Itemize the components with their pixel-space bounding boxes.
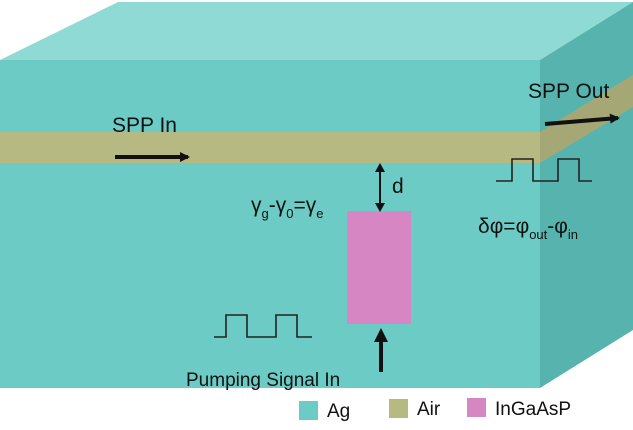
distance-double-arrow-icon <box>375 163 385 212</box>
ag-right-face <box>540 2 633 388</box>
distance-label: d <box>392 175 404 198</box>
spp-out-arrow-icon <box>544 113 620 126</box>
legend-swatch-ag <box>299 401 318 420</box>
spp-out-pulse-icon <box>496 158 592 182</box>
air-channel-front <box>0 132 540 163</box>
legend-label-air: Air <box>417 399 441 420</box>
ingaasp-block <box>347 211 411 324</box>
pump-pulse-icon <box>214 314 312 338</box>
spp-out-label: SPP Out <box>528 80 609 103</box>
spp-in-label: SPP In <box>112 114 177 137</box>
phase-equation: δφ=φout-φin <box>478 215 578 242</box>
legend: Ag Air InGaAsP <box>299 398 571 422</box>
air-channel <box>0 75 633 163</box>
legend-swatch-ingaasp <box>467 398 486 417</box>
pumping-signal-label: Pumping Signal In <box>186 370 340 391</box>
ag-top-face <box>0 2 633 60</box>
legend-label-ag: Ag <box>327 401 350 422</box>
pump-up-arrow-icon <box>374 328 388 372</box>
ag-front-face <box>0 60 540 388</box>
gain-equation: γg-γ0=γe <box>251 194 323 221</box>
ag-block <box>0 2 633 388</box>
legend-label-ingaasp: InGaAsP <box>495 399 571 420</box>
legend-swatch-air <box>389 399 408 418</box>
